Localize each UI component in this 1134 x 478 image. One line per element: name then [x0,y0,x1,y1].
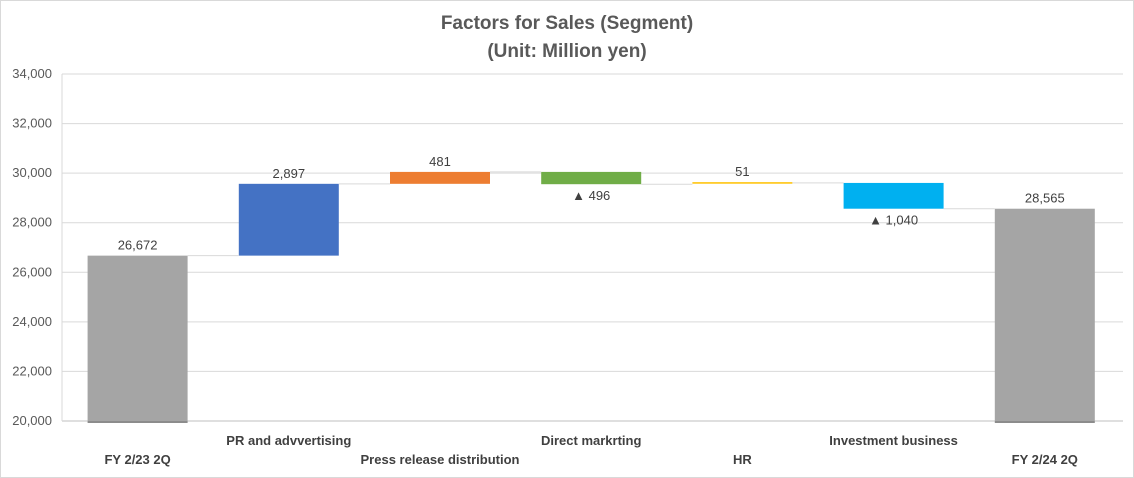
y-tick-label: 24,000 [12,314,52,329]
data-label: 481 [429,154,451,169]
y-tick-label: 34,000 [12,66,52,81]
bar [541,171,642,185]
chart-subtitle: (Unit: Million yen) [487,41,647,62]
data-label: 51 [735,164,749,179]
y-axis: 20,000 22,000 24,000 26,000 28,000 30,000 32,0… [12,66,63,428]
category-label: Investment business [829,433,958,448]
data-label: ▲ 496 [572,188,610,203]
bar [238,183,339,256]
bar [843,182,944,209]
category-label: Direct markrting [541,433,641,448]
data-label: ▲ 1,040 [869,213,918,228]
category-label: Press release distribution [361,452,520,467]
gridlines [62,73,1123,422]
bars [87,171,1095,423]
y-tick-label: 28,000 [12,215,52,230]
data-label: 2,897 [273,166,306,181]
bar [390,171,490,184]
category-label: FY 2/23 2Q [104,452,170,467]
y-tick-label: 20,000 [12,413,52,428]
bar [692,182,793,184]
category-label: PR and advvertising [226,433,351,448]
y-tick-label: 22,000 [12,363,52,378]
data-labels: 26,672 2,897 481 ▲ 496 51 ▲ 1,040 28,565 [118,154,1065,253]
category-label: FY 2/24 2Q [1012,452,1078,467]
y-tick-label: 30,000 [12,165,52,180]
data-label: 28,565 [1025,191,1065,206]
bar [994,208,1095,421]
bar [87,255,188,421]
y-tick-label: 26,000 [12,264,52,279]
data-label: 26,672 [118,238,158,253]
y-tick-label: 32,000 [12,116,52,131]
chart-title: Factors for Sales (Segment) [440,13,694,34]
category-label: HR [733,452,752,467]
x-axis: FY 2/23 2Q PR and advvertising Press relea… [104,433,1077,467]
